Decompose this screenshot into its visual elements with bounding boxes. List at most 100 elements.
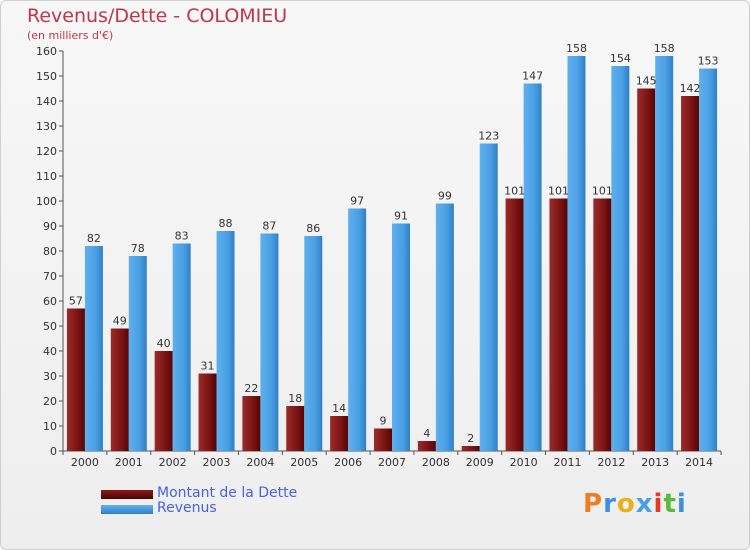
y-tick-label: 150 — [36, 70, 57, 83]
revenue-bar — [128, 256, 147, 451]
logo-letter: i — [653, 489, 664, 519]
revenue-bar — [348, 208, 367, 451]
x-tick-label: 2011 — [553, 456, 581, 469]
y-tick-label: 160 — [36, 45, 57, 58]
x-tick-label: 2008 — [422, 456, 450, 469]
debt-bar — [330, 416, 349, 451]
debt-value-label: 101 — [548, 185, 569, 198]
y-tick-label: 90 — [43, 220, 57, 233]
y-tick-label: 100 — [36, 195, 57, 208]
debt-value-label: 145 — [636, 75, 657, 88]
x-tick-label: 2010 — [510, 456, 538, 469]
revenue-bar — [611, 66, 630, 451]
revenue-bar — [216, 231, 235, 451]
debt-bar — [198, 373, 217, 451]
revenue-bar — [304, 236, 323, 451]
debt-value-label: 4 — [423, 427, 430, 440]
debt-value-label: 22 — [244, 382, 258, 395]
debt-bar — [110, 328, 129, 451]
x-tick-label: 2007 — [378, 456, 406, 469]
debt-value-label: 49 — [113, 315, 127, 328]
debt-bar — [417, 441, 436, 451]
y-tick-label: 130 — [36, 120, 57, 133]
x-tick-label: 2006 — [334, 456, 362, 469]
revenue-value-label: 82 — [87, 232, 101, 245]
revenue-value-label: 153 — [698, 55, 719, 68]
y-tick-label: 110 — [36, 170, 57, 183]
debt-value-label: 57 — [69, 295, 83, 308]
revenue-bar — [260, 233, 279, 451]
revenue-value-label: 83 — [175, 230, 189, 243]
x-tick-label: 2004 — [246, 456, 274, 469]
debt-value-label: 18 — [288, 392, 302, 405]
y-tick-label: 30 — [43, 370, 57, 383]
revenue-bar — [479, 143, 498, 451]
revenue-bar — [699, 68, 718, 451]
logo-letter: i — [676, 489, 687, 519]
legend-label-debt: Montant de la Dette — [157, 485, 298, 501]
logo-letter: x — [635, 489, 654, 519]
debt-value-label: 101 — [504, 185, 525, 198]
revenue-value-label: 78 — [131, 242, 145, 255]
x-tick-label: 2005 — [290, 456, 318, 469]
revenue-value-label: 123 — [478, 130, 499, 143]
y-tick-label: 40 — [43, 345, 57, 358]
y-tick-label: 70 — [43, 270, 57, 283]
logo-letter: o — [616, 489, 636, 519]
x-tick-label: 2009 — [466, 456, 494, 469]
y-tick-label: 50 — [43, 320, 57, 333]
y-tick-label: 20 — [43, 395, 57, 408]
x-tick-label: 2002 — [159, 456, 187, 469]
debt-bar — [286, 406, 305, 451]
labels-layer: 57 82 49 78 40 83 31 88 22 87 18 86 14 97 9 91 4 99 2 123 10… — [69, 42, 719, 445]
debt-bar — [637, 88, 656, 451]
revenue-bar — [655, 56, 674, 451]
revenue-value-label: 158 — [566, 42, 587, 55]
x-tick-label: 2012 — [597, 456, 625, 469]
revenue-value-label: 147 — [522, 70, 543, 83]
debt-value-label: 40 — [157, 337, 171, 350]
revenue-bar — [84, 246, 103, 451]
debt-value-label: 14 — [332, 402, 346, 415]
x-tick-label: 2003 — [203, 456, 231, 469]
revenue-value-label: 88 — [219, 217, 233, 230]
logo-letter: r — [603, 489, 617, 519]
revenue-bar — [435, 203, 454, 451]
debt-bar — [593, 198, 612, 451]
y-tick-label: 120 — [36, 145, 57, 158]
legend-swatch-debt — [101, 490, 153, 499]
y-tick-label: 80 — [43, 245, 57, 258]
y-tick-label: 10 — [43, 420, 57, 433]
debt-value-label: 101 — [592, 185, 613, 198]
chart-title: Revenus/Dette - COLOMIEU — [27, 5, 288, 27]
debt-bar — [461, 446, 480, 451]
y-tick-label: 0 — [50, 445, 57, 458]
debt-bar — [549, 198, 568, 451]
debt-value-label: 2 — [467, 432, 474, 445]
debt-bar — [66, 308, 85, 451]
x-tick-label: 2001 — [115, 456, 143, 469]
debt-bar — [505, 198, 524, 451]
debt-value-label: 9 — [380, 415, 387, 428]
debt-bar — [242, 396, 261, 451]
revenue-bar — [523, 83, 542, 451]
revenue-value-label: 97 — [350, 195, 364, 208]
logo-letter: t — [663, 489, 677, 519]
x-tick-label: 2014 — [685, 456, 713, 469]
bars-layer — [66, 56, 718, 451]
debt-bar — [154, 351, 173, 451]
revenue-bar — [392, 223, 410, 451]
revenue-value-label: 99 — [438, 190, 452, 203]
revenue-value-label: 87 — [262, 220, 276, 233]
revenue-value-label: 158 — [654, 42, 675, 55]
chart-subtitle: (en milliers d'€) — [27, 29, 114, 42]
proxiti-logo: Proxiti — [583, 489, 687, 519]
logo-letter: P — [583, 489, 604, 519]
x-tick-label: 2013 — [641, 456, 669, 469]
revenue-value-label: 86 — [306, 222, 320, 235]
y-tick-label: 60 — [43, 295, 57, 308]
revenue-bar — [172, 243, 191, 451]
revenue-bar — [567, 56, 586, 451]
